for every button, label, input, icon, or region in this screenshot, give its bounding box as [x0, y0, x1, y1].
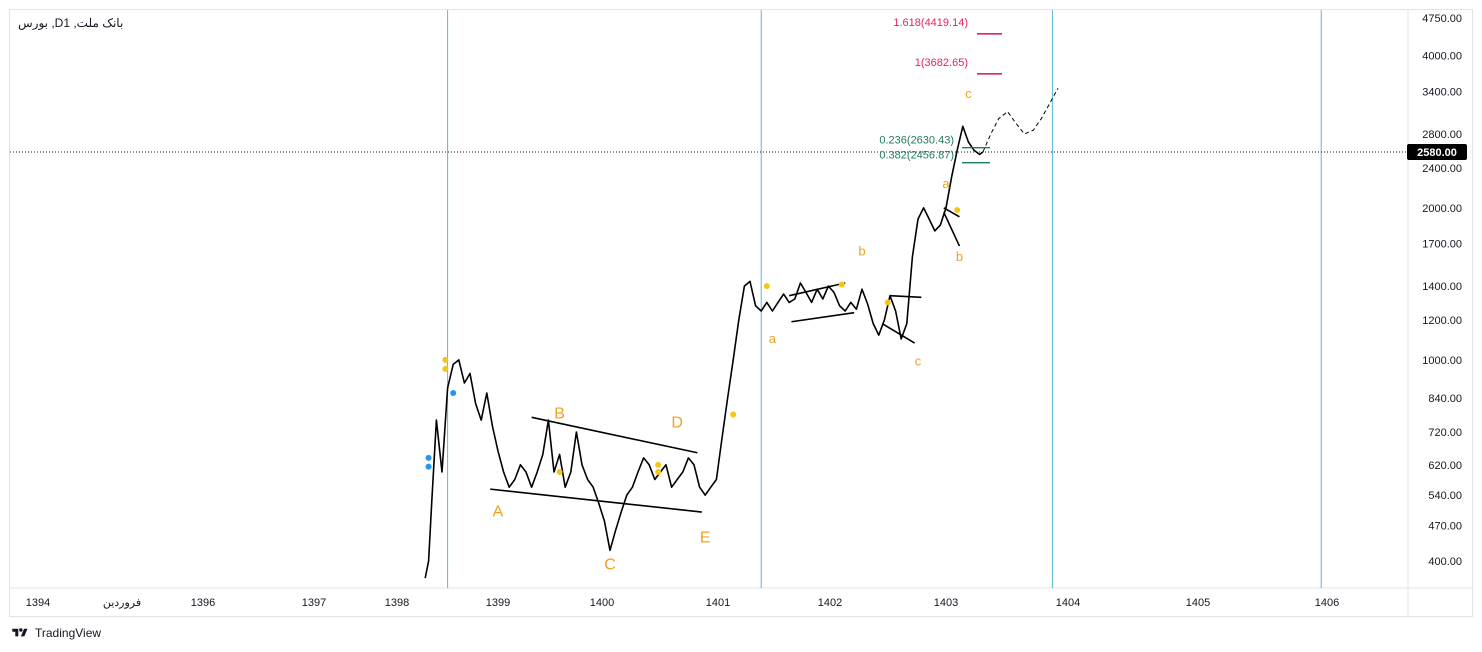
branding-name: TradingView — [35, 626, 102, 640]
tradingview-logo-icon — [12, 628, 28, 637]
event-dot — [425, 454, 432, 461]
event-dot — [655, 469, 662, 476]
event-dot — [450, 390, 457, 397]
branding-footer: TradingView — [10, 626, 101, 640]
wave-label: b — [956, 249, 963, 264]
fib-extension-label: 1(3682.65) — [915, 57, 968, 69]
trendline — [881, 322, 916, 344]
x-tick-label: فروردین — [103, 597, 141, 609]
fib-extension-label: 1.618(4419.14) — [893, 17, 968, 29]
trendline — [789, 282, 846, 297]
x-tick-label: 1400 — [590, 597, 614, 609]
wave-label: E — [700, 530, 711, 547]
y-tick-label: 720.00 — [1428, 427, 1462, 439]
x-tick-label: 1404 — [1056, 597, 1080, 609]
trendline — [791, 311, 855, 323]
x-tick-label: 1402 — [818, 597, 842, 609]
event-dot — [838, 281, 845, 288]
wave-label: C — [604, 556, 616, 573]
wave-label: c — [965, 86, 972, 101]
y-tick-label: 4000.00 — [1422, 51, 1462, 63]
symbol-title: بورس ,Dبانک ملت, 1 — [18, 16, 124, 30]
event-dot — [556, 469, 563, 476]
y-tick-label: 2800.00 — [1422, 129, 1462, 141]
y-tick-label: 3400.00 — [1422, 86, 1462, 98]
wave-label: c — [915, 353, 922, 368]
wave-label: D — [671, 414, 683, 431]
x-tick-label: 1396 — [191, 597, 215, 609]
x-tick-label: 1399 — [486, 597, 510, 609]
y-tick-label: 1700.00 — [1422, 238, 1462, 250]
trendline — [889, 294, 922, 299]
fib-retracement-label: 0.236(2630.43) — [879, 135, 954, 147]
y-tick-label: 2000.00 — [1422, 203, 1462, 215]
trendline — [490, 488, 702, 513]
event-dot — [884, 299, 891, 306]
event-dot — [442, 365, 449, 372]
event-dot — [763, 283, 770, 290]
event-dot — [442, 356, 449, 363]
wave-label: a — [942, 176, 950, 191]
y-tick-label: 540.00 — [1428, 490, 1462, 502]
price-series-line — [424, 125, 984, 579]
y-tick-label: 4750.00 — [1422, 13, 1462, 25]
event-dot — [655, 461, 662, 468]
y-tick-label: 2400.00 — [1422, 163, 1462, 175]
x-tick-label: 1406 — [1315, 597, 1339, 609]
price-chart[interactable]: 4750.00 4000.00 3400.00 2800.00 2400.00 2000.… — [0, 0, 1482, 620]
y-tick-label: 400.00 — [1428, 556, 1462, 568]
y-tick-label: 470.00 — [1428, 521, 1462, 533]
x-tick-label: 1398 — [385, 597, 409, 609]
trendline — [943, 211, 961, 247]
trendline — [943, 207, 960, 218]
current-price-tag — [1407, 143, 1467, 160]
x-tick-label: 1397 — [302, 597, 326, 609]
wave-label: a — [769, 331, 777, 346]
event-dot — [954, 207, 961, 214]
fib-retracement-label: 0.382(2456.87) — [879, 150, 954, 162]
event-dot — [425, 463, 432, 470]
y-tick-label: 1000.00 — [1422, 355, 1462, 367]
event-dot — [730, 411, 737, 418]
wave-label: B — [554, 406, 565, 423]
wave-label: A — [493, 503, 504, 520]
x-tick-label: 1405 — [1186, 597, 1210, 609]
current-price-label: 2580.00 — [1417, 147, 1457, 159]
y-tick-label: 1200.00 — [1422, 315, 1462, 327]
y-tick-label: 1400.00 — [1422, 281, 1462, 293]
x-tick-label: 1401 — [706, 597, 730, 609]
y-tick-label: 840.00 — [1428, 393, 1462, 405]
chart-frame — [9, 9, 1473, 617]
y-tick-label: 620.00 — [1428, 460, 1462, 472]
x-tick-label: 1394 — [26, 597, 50, 609]
trendline — [531, 416, 698, 454]
x-tick-label: 1403 — [934, 597, 958, 609]
projection-path — [982, 87, 1059, 153]
wave-label: b — [858, 243, 865, 258]
